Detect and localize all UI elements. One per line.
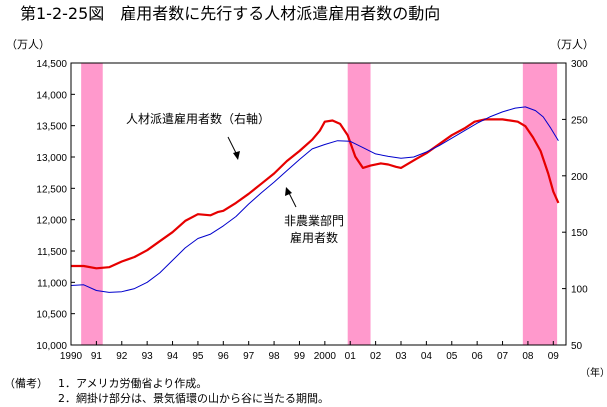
left-tick-label: 13,000 xyxy=(36,153,67,164)
left-tick-label: 10,000 xyxy=(36,341,67,352)
series-lines xyxy=(70,106,560,293)
x-tick-label: 93 xyxy=(142,351,154,362)
x-tick-label: 07 xyxy=(497,351,509,362)
chart-title: 第1-2-25図 雇用者数に先行する人材派遣雇用者数の動向 xyxy=(20,4,440,23)
left-tick-label: 10,500 xyxy=(36,310,67,321)
left-tick-label: 11,000 xyxy=(37,278,67,289)
right-axis-unit: （万人） xyxy=(550,38,594,51)
right-tick-label: 100 xyxy=(571,285,588,296)
x-tick-label: 94 xyxy=(167,351,179,362)
x-tick-label: 95 xyxy=(192,351,204,362)
right-tick-label: 300 xyxy=(571,59,588,70)
right-tick-label: 200 xyxy=(571,172,588,183)
annotation-dispatch: 人材派遣雇用者数（右軸） xyxy=(126,111,270,126)
annotation-dispatch-arrowhead xyxy=(233,151,240,160)
left-tick-label: 11,500 xyxy=(37,247,67,258)
x-tick-label: 1990 xyxy=(60,351,83,362)
x-tick-label: 08 xyxy=(522,351,534,362)
left-tick-label: 12,000 xyxy=(36,216,67,227)
left-axis-unit: （万人） xyxy=(6,38,50,51)
right-tick-label: 50 xyxy=(571,341,583,352)
axis-ticks xyxy=(70,62,566,346)
recession-band-1 xyxy=(81,63,103,345)
right-tick-label: 250 xyxy=(571,115,588,126)
left-tick-label: 13,500 xyxy=(36,122,67,133)
x-tick-label: 06 xyxy=(472,351,484,362)
recession-bands xyxy=(81,63,558,345)
recession-band-2 xyxy=(347,63,371,345)
annotation-nonfarm-arrowhead xyxy=(285,187,292,196)
notes-label: （備考） xyxy=(4,377,48,390)
x-tick-label: 96 xyxy=(218,351,230,362)
tick-labels: 14,500 14,000 13,500 13,000 12,500 12,000 11,5… xyxy=(36,59,588,362)
x-tick-label: 03 xyxy=(395,351,407,362)
x-tick-label: 02 xyxy=(370,351,382,362)
right-tick-label: 150 xyxy=(571,228,588,239)
annotation-nonfarm-line2: 雇用者数 xyxy=(290,230,338,245)
note-item-1: 1．アメリカ労働省より作成。 xyxy=(58,376,207,390)
x-tick-label: 98 xyxy=(269,351,281,362)
series-line-nonfarm-employment xyxy=(70,106,559,293)
left-tick-label: 14,000 xyxy=(36,90,67,101)
left-tick-label: 12,500 xyxy=(36,184,67,195)
series-line-dispatch-workers xyxy=(71,118,560,270)
recession-band-3 xyxy=(522,63,558,345)
x-axis-unit: （年） xyxy=(580,366,607,379)
x-tick-label: 09 xyxy=(548,351,560,362)
left-tick-label: 14,500 xyxy=(36,59,67,70)
x-tick-label: 92 xyxy=(116,351,128,362)
x-tick-label: 2000 xyxy=(314,351,337,362)
annotation-nonfarm-line1: 非農業部門 xyxy=(284,213,344,228)
x-tick-label: 05 xyxy=(446,351,458,362)
x-tick-label: 91 xyxy=(91,351,103,362)
x-tick-label: 01 xyxy=(345,351,357,362)
note-item-2: 2．網掛け部分は、景気循環の山から谷に当たる期間。 xyxy=(58,391,329,405)
x-tick-label: 04 xyxy=(421,351,433,362)
plot-frame xyxy=(70,62,567,346)
x-tick-label: 97 xyxy=(243,351,255,362)
x-tick-label: 99 xyxy=(294,351,306,362)
